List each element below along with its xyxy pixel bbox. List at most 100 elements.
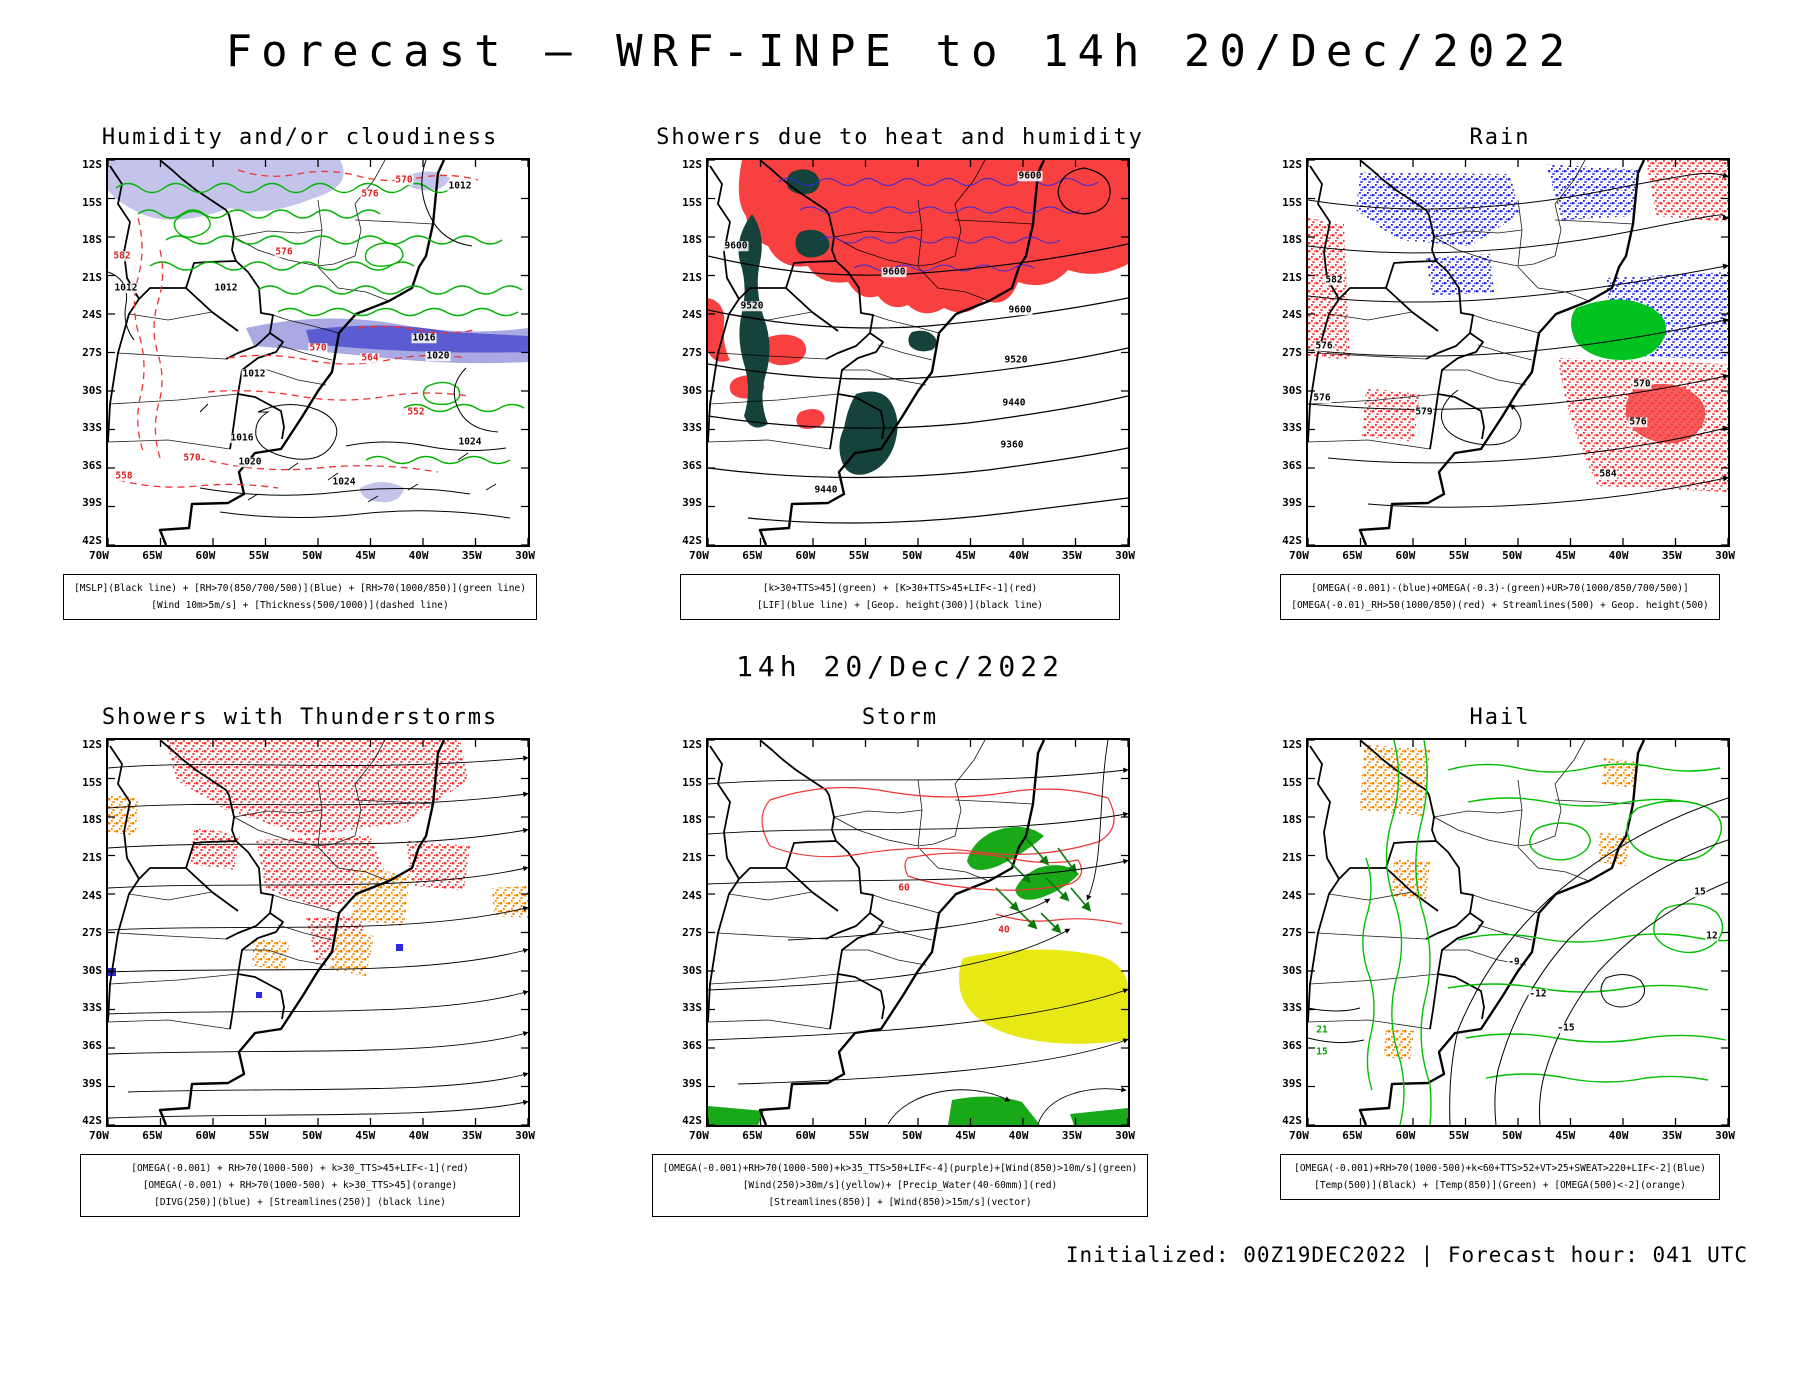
contour-label: 570 (1632, 378, 1652, 390)
omega-green-area (1571, 299, 1666, 360)
tick-label: 50W (1502, 549, 1522, 562)
contour-label: 570 (308, 342, 328, 354)
contour-label: 21 (1315, 1024, 1329, 1036)
tick-label: 70W (1289, 1129, 1309, 1143)
tick-label: 55W (248, 549, 269, 562)
tick-label: 40W (1608, 549, 1629, 562)
tick-label: 18S (682, 233, 702, 247)
tick-label: 15S (82, 195, 102, 209)
lon-axis: 70W 65W 60W 55W 50W 45W 40W 35W 30W (1289, 1129, 1735, 1142)
tick-label: 42S (82, 533, 102, 547)
tick-label: 35W (461, 1129, 482, 1143)
tick-label: 55W (848, 549, 869, 562)
contour-label: 60 (897, 882, 911, 894)
tick-label: 30S (1282, 383, 1302, 397)
tick-label: 12S (682, 158, 702, 171)
contour-label: 1016 (411, 332, 437, 344)
streamlines-250 (108, 755, 528, 1119)
tick-label: 50W (1502, 1129, 1522, 1143)
tick-label: 42S (1282, 1114, 1302, 1128)
contour-label: 1020 (237, 456, 263, 468)
contour-label: 1012 (213, 282, 239, 294)
map-canvas (1308, 740, 1728, 1126)
tick-label: 33S (1282, 1001, 1302, 1015)
tick-label: 65W (142, 1129, 163, 1143)
tick-label: 12S (82, 738, 102, 752)
tick-label: 60W (1395, 1129, 1416, 1143)
tick-label: 30S (682, 383, 702, 397)
tick-label: 21S (682, 850, 702, 864)
map-canvas (708, 740, 1128, 1126)
panel-title: Hail (1469, 705, 1531, 731)
lat-axis: 12S 15S 18S 21S 24S 27S 30S 33S 36S 39S 42S (1270, 738, 1306, 1127)
wind850-vectors (995, 837, 1092, 934)
tick-label: 70W (89, 549, 109, 562)
tick-label: 12S (682, 738, 702, 752)
hail-orange-speckle-area (1360, 744, 1638, 1061)
panels-row-2: Showers with Thunderstorms 12S 15S 18S 21S 2… (0, 705, 1800, 1218)
tick-label: 15S (1282, 195, 1302, 209)
legend-line: [Wind 10m>5m/s] + [Thickness(500/1000)](… (151, 600, 449, 612)
legend-box: [OMEGA(-0.001)+RH>70(1000-500)+k<60+TTS>… (1280, 1154, 1720, 1201)
tick-label: 39S (682, 496, 702, 510)
legend-line: [k>30+TTS>45](green) + [K>30+TTS>45+LIF<… (762, 583, 1038, 594)
tick-label: 30W (1115, 1129, 1135, 1143)
streamlines-500 (1308, 172, 1728, 508)
legend-box: [MSLP](Black line) + [RH>70(850/700/500)… (63, 574, 537, 621)
contour-label: 1024 (331, 476, 357, 488)
contour-label: 564 (360, 352, 380, 364)
contour-label: -9 (1507, 956, 1521, 968)
contour-label: 570 (182, 452, 202, 464)
rain-red-core-area (1625, 383, 1706, 444)
tick-label: 27S (1282, 345, 1302, 359)
tick-label: 65W (742, 1129, 763, 1143)
lat-axis: 12S 15S 18S 21S 24S 27S 30S 33S 36S 39S 42S (670, 158, 706, 547)
legend-line: [Temp(500)](Black) + [Temp(850)](Green) … (1314, 1180, 1686, 1192)
legend-line: [Streamlines(850)] + [Wind(850)>15m/s](v… (768, 1197, 1032, 1209)
tick-label: 24S (1282, 888, 1302, 902)
tick-label: 70W (89, 1129, 109, 1143)
map-canvas (108, 740, 528, 1126)
tick-label: 60W (195, 1129, 216, 1143)
panel-humidity: Humidity and/or cloudiness 12S 15S 18S 21S 2… (0, 125, 600, 621)
tick-label: 27S (82, 345, 102, 359)
legend-line: [OMEGA(-0.001)+RH>70(1000-500)+k>35_TTS>… (662, 1163, 1138, 1175)
tick-label: 50W (302, 1129, 322, 1143)
tick-label: 45W (1555, 549, 1576, 562)
tick-label: 40W (408, 549, 429, 562)
contour-label: 9520 (739, 300, 765, 312)
tick-label: 55W (1448, 1129, 1469, 1143)
tick-label: 42S (82, 1114, 102, 1128)
tick-label: 30W (1715, 549, 1735, 562)
legend-box: [OMEGA(-0.001)-(blue)+OMEGA(-0.3)-(green… (1280, 574, 1720, 621)
tick-label: 18S (682, 813, 702, 827)
tick-label: 35W (461, 549, 482, 562)
tick-label: 30S (82, 383, 102, 397)
tick-label: 42S (682, 533, 702, 547)
tick-label: 18S (82, 233, 102, 247)
tick-label: 40W (408, 1129, 429, 1143)
panels-row-1: Humidity and/or cloudiness 12S 15S 18S 21S 2… (0, 125, 1800, 621)
tick-label: 12S (1282, 158, 1302, 171)
tick-label: 15S (682, 775, 702, 789)
tick-label: 65W (1342, 549, 1363, 562)
contour-label: 576 (1312, 392, 1332, 404)
tick-label: 12S (82, 158, 102, 171)
tick-label: 36S (682, 1038, 702, 1052)
tick-label: 70W (1289, 549, 1309, 562)
tick-label: 21S (1282, 270, 1302, 284)
tick-label: 18S (82, 813, 102, 827)
weather-map-showers-heat: 9600 9600 9520 9600 9600 9520 9440 9360 9440 (706, 158, 1130, 547)
contour-label: 9360 (999, 439, 1025, 451)
tick-label: 36S (82, 1038, 102, 1052)
tick-label: 21S (82, 270, 102, 284)
tick-label: 60W (1395, 549, 1416, 562)
contour-label: 1012 (447, 180, 473, 192)
tick-label: 35W (1061, 1129, 1082, 1143)
init-info-label: Initialized: 00Z19DEC2022 | Forecast hou… (1065, 1243, 1748, 1268)
lon-axis: 70W 65W 60W 55W 50W 45W 40W 35W 30W (689, 1129, 1135, 1142)
tick-label: 65W (742, 549, 763, 562)
tick-label: 33S (1282, 421, 1302, 435)
legend-line: [OMEGA(-0.01)_RH>50(1000/850)(red) + Str… (1291, 600, 1709, 612)
